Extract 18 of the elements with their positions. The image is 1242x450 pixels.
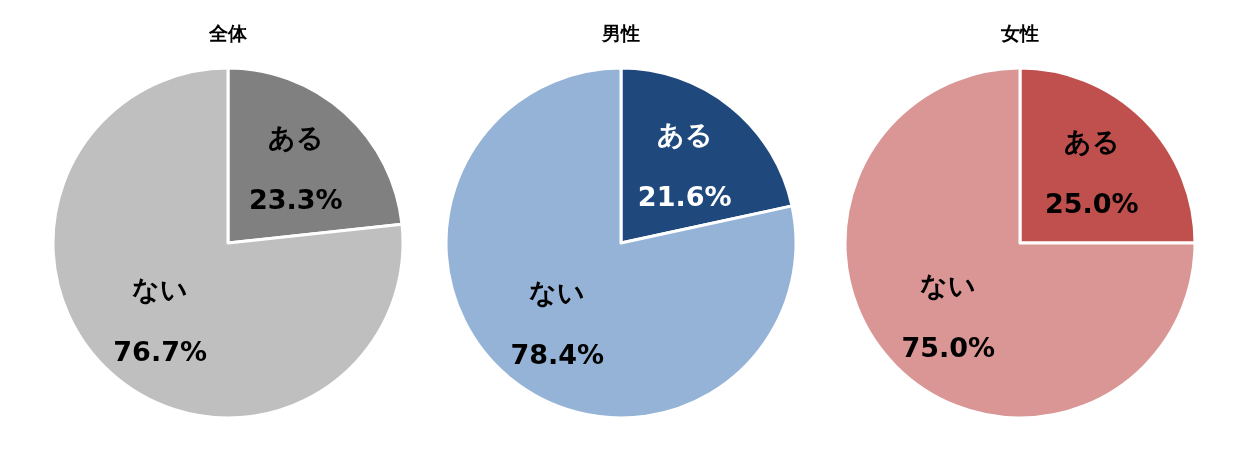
slice-label: ある [267, 122, 324, 154]
data-label: 23.3% [249, 184, 343, 216]
data-label: 21.6% [637, 180, 732, 212]
slice-label: ない [920, 269, 977, 301]
data-label: 76.7% [113, 335, 207, 367]
slice-label: ない [132, 273, 189, 305]
data-label: 78.4% [510, 339, 605, 371]
chart-title: 全体 [208, 22, 248, 44]
chart-title: 男性 [601, 22, 640, 44]
data-label: 75.0% [901, 331, 996, 363]
pie-slice [51, 66, 405, 420]
data-label: 25.0% [1044, 188, 1139, 220]
pie-slice [444, 66, 798, 420]
pie-slice [843, 66, 1197, 420]
chart-title: 女性 [1000, 22, 1039, 44]
slice-label: ある [1063, 126, 1120, 158]
slice-label: ない [529, 277, 586, 309]
slice-label: ある [656, 118, 713, 150]
